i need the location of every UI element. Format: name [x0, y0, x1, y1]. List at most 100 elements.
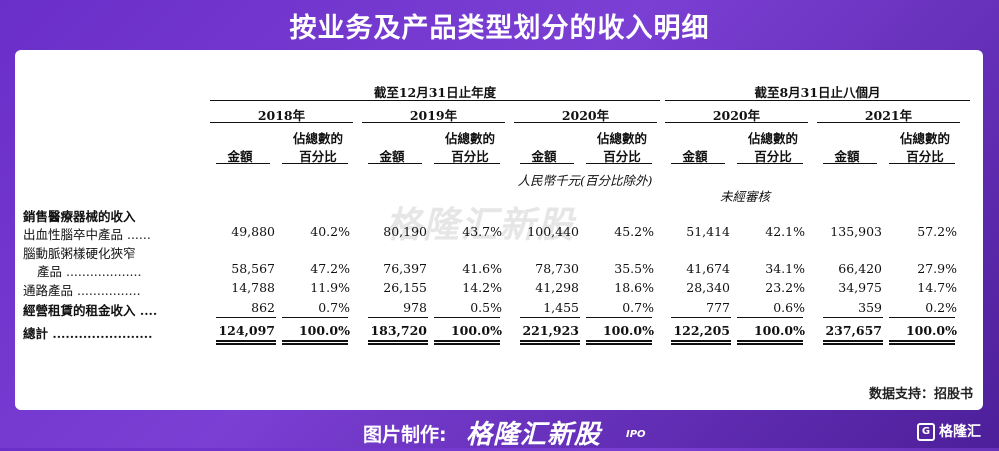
total-double-rule	[368, 340, 428, 342]
col-pct-header-line1: 佔總數的	[596, 131, 647, 146]
amount-cell: 26,155	[383, 280, 427, 295]
col-pct-header-line1: 佔總數的	[292, 131, 343, 146]
section-label: 銷售醫療器械的收入	[23, 209, 136, 224]
total-double-rule	[520, 343, 580, 345]
source-note: 数据支持：招股书	[868, 387, 973, 402]
col-amount-header: 金額	[379, 149, 405, 164]
amount-cell: 221,923	[522, 323, 579, 338]
total-label: 總計 .......................	[23, 326, 153, 341]
total-double-rule	[889, 340, 955, 342]
percent-cell: 23.2%	[765, 280, 805, 295]
footer-brand: 格隆汇新股	[466, 420, 602, 450]
row-label: 腦動脈粥樣硬化狹窄	[23, 246, 136, 261]
header-underline	[368, 163, 422, 164]
total-double-rule	[889, 343, 955, 345]
percent-cell: 0.6%	[773, 300, 805, 315]
percent-cell: 40.2%	[310, 224, 350, 239]
col-pct-header-line2: 百分比	[299, 149, 337, 164]
amount-cell: 978	[403, 300, 427, 315]
header-underline	[434, 163, 500, 164]
year-rule	[514, 122, 657, 123]
total-double-rule	[216, 340, 276, 342]
header-underline	[889, 163, 955, 164]
percent-cell: 0.7%	[622, 300, 654, 315]
percent-cell: 34.1%	[765, 261, 805, 276]
amount-cell: 100,440	[527, 224, 579, 239]
total-double-rule	[586, 340, 652, 342]
subtotal-rule	[737, 317, 803, 318]
col-pct-header-line2: 百分比	[754, 149, 792, 164]
amount-cell: 41,674	[686, 261, 730, 276]
row-label: 出血性腦卒中產品 ......	[23, 227, 151, 242]
amount-cell: 122,205	[673, 323, 730, 338]
percent-cell: 100.0%	[602, 323, 654, 338]
col-pct-header-line1: 佔總數的	[444, 131, 495, 146]
row-label: 通路產品 ................	[23, 283, 141, 298]
percent-cell: 0.7%	[318, 300, 350, 315]
col-amount-header: 金額	[531, 149, 557, 164]
percent-cell: 41.6%	[462, 261, 502, 276]
amount-cell: 14,788	[231, 280, 275, 295]
subtotal-rule	[282, 317, 348, 318]
subtotal-rule	[671, 317, 731, 318]
total-double-rule	[586, 343, 652, 345]
total-double-rule	[520, 340, 580, 342]
header-group-fiscal-year: 截至12月31日止年度	[373, 85, 497, 100]
percent-cell: 18.6%	[614, 280, 654, 295]
row-label-cont: 產品 ...................	[37, 264, 142, 279]
total-double-rule	[823, 340, 883, 342]
col-amount-header: 金額	[682, 149, 708, 164]
year-header: 2020年	[561, 108, 610, 123]
percent-cell: 0.5%	[470, 300, 502, 315]
amount-cell: 49,880	[231, 224, 275, 239]
col-amount-header: 金額	[834, 149, 860, 164]
total-double-rule	[282, 340, 348, 342]
percent-cell: 11.9%	[310, 280, 350, 295]
percent-cell: 100.0%	[450, 323, 502, 338]
unit-note: 人民幣千元(百分比除外)	[517, 173, 653, 188]
year-header: 2021年	[864, 108, 913, 123]
percent-cell: 14.7%	[917, 280, 957, 295]
table-card: 格隆汇新股 截至12月31日止年度 截至8月31日止八個月 2018年 金額 佔總數…	[15, 50, 983, 410]
percent-cell: 100.0%	[905, 323, 957, 338]
percent-cell: 100.0%	[753, 323, 805, 338]
amount-cell: 51,414	[686, 224, 730, 239]
header-group-eight-months: 截至8月31日止八個月	[754, 85, 881, 100]
amount-cell: 66,420	[838, 261, 882, 276]
year-rule	[817, 122, 960, 123]
total-double-rule	[282, 343, 348, 345]
header-underline	[737, 163, 803, 164]
col-amount-header: 金額	[227, 149, 253, 164]
subtotal-rule	[586, 317, 652, 318]
col-pct-header-line1: 佔總數的	[899, 131, 950, 146]
year-rule	[210, 122, 353, 123]
footer-ipo: IPO	[626, 429, 646, 440]
subtotal-rule	[216, 317, 276, 318]
subtotal-rule	[889, 317, 955, 318]
percent-cell: 45.2%	[614, 224, 654, 239]
percent-cell: 0.2%	[925, 300, 957, 315]
amount-cell: 359	[858, 300, 882, 315]
col-pct-header-line2: 百分比	[603, 149, 641, 164]
percent-cell: 42.1%	[765, 224, 805, 239]
percent-cell: 47.2%	[310, 261, 350, 276]
total-double-rule	[368, 343, 428, 345]
percent-cell: 35.5%	[614, 261, 654, 276]
percent-cell: 57.2%	[917, 224, 957, 239]
amount-cell: 34,975	[838, 280, 882, 295]
year-header: 2019年	[409, 108, 458, 123]
amount-cell: 76,397	[383, 261, 427, 276]
watermark: 格隆汇新股	[385, 205, 576, 246]
amount-cell: 183,720	[370, 323, 427, 338]
percent-cell: 100.0%	[298, 323, 350, 338]
amount-cell: 1,455	[543, 300, 579, 315]
col-pct-header-line1: 佔總數的	[747, 131, 798, 146]
amount-cell: 80,190	[383, 224, 427, 239]
total-double-rule	[671, 340, 731, 342]
percent-cell: 27.9%	[917, 261, 957, 276]
amount-cell: 124,097	[218, 323, 275, 338]
footer-maker-label: 图片制作:	[363, 424, 447, 446]
year-rule	[665, 122, 808, 123]
footer-logo: G 格隆汇	[917, 421, 981, 441]
amount-cell: 78,730	[535, 261, 579, 276]
